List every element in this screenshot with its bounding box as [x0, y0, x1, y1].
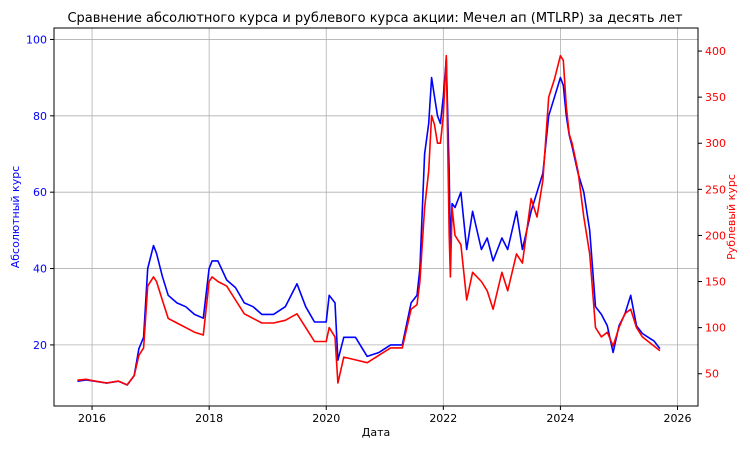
y-axis-right: 50 100 150 200 250 300 350 400 — [698, 45, 726, 381]
y-axis-right-label: Рублевый курс — [725, 174, 738, 260]
y-left-tick-label: 80 — [33, 110, 47, 123]
y-right-tick-label: 400 — [705, 45, 726, 58]
y-axis-left-label: Абсолютный курс — [9, 166, 22, 269]
series-line-rub — [77, 54, 661, 386]
y-left-tick-label: 40 — [33, 263, 47, 276]
x-axis: 2016 2018 2020 2022 2024 2026 — [78, 406, 692, 425]
y-right-tick-label: 200 — [705, 229, 726, 242]
x-axis-label: Дата — [362, 426, 390, 439]
y-right-tick-label: 350 — [705, 91, 726, 104]
y-left-tick-label: 60 — [33, 186, 47, 199]
plot-frame — [53, 27, 699, 407]
y-right-tick-label: 150 — [705, 276, 726, 289]
x-tick-label: 2024 — [546, 412, 574, 425]
x-tick-label: 2022 — [429, 412, 457, 425]
series-layer — [77, 54, 661, 386]
x-tick-label: 2016 — [78, 412, 106, 425]
y-right-tick-label: 300 — [705, 137, 726, 150]
x-tick-label: 2020 — [312, 412, 340, 425]
grid — [54, 28, 698, 406]
y-right-tick-label: 250 — [705, 183, 726, 196]
x-tick-label: 2026 — [664, 412, 692, 425]
y-right-tick-label: 100 — [705, 322, 726, 335]
y-left-tick-label: 100 — [26, 33, 47, 46]
y-left-tick-label: 20 — [33, 339, 47, 352]
chart-title: Сравнение абсолютного курса и рублевого … — [67, 11, 682, 26]
y-right-tick-label: 50 — [705, 368, 719, 381]
x-tick-label: 2018 — [195, 412, 223, 425]
y-axis-left: 20 40 60 80 100 — [26, 33, 54, 352]
